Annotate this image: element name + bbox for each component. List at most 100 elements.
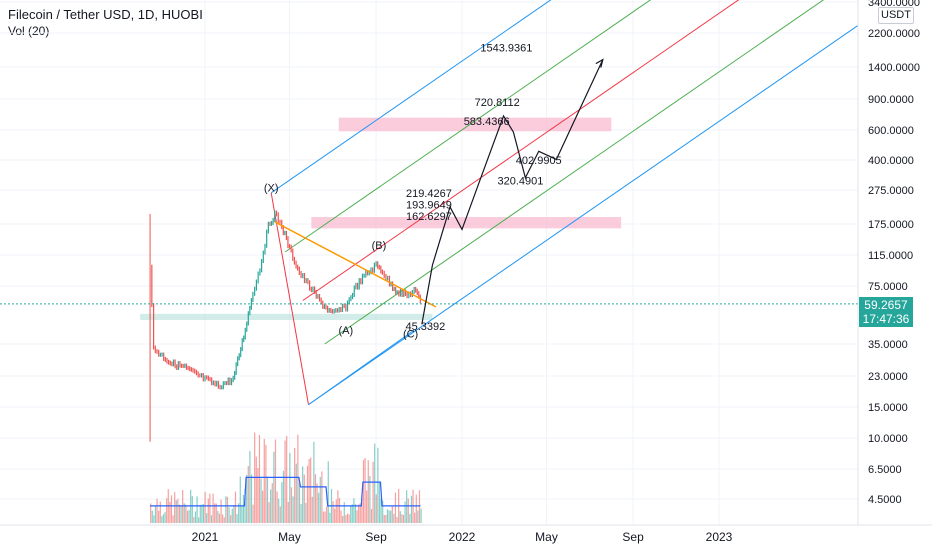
y-tick-label: 23.0000	[868, 371, 908, 383]
volume-bar	[345, 515, 347, 523]
volume-bar	[366, 490, 368, 523]
y-axis[interactable]: 3400.0000 2200.0000 1400.0000 900.0000 600.0…	[857, 0, 920, 525]
volume-bar	[210, 515, 213, 523]
volume-bar	[164, 512, 166, 523]
volume-bar	[228, 507, 230, 523]
volume-bar	[300, 504, 302, 523]
volume-bar	[170, 495, 173, 523]
wave-label: 45.3392	[406, 321, 446, 333]
pitchfork-inner-lower	[324, 0, 825, 345]
volume-bar	[359, 503, 361, 523]
volume-bar	[158, 510, 160, 523]
volume-bar	[390, 510, 392, 523]
y-tick-label: 75.0000	[868, 281, 908, 293]
volume-bar	[377, 447, 379, 523]
y-tick-label: 15.0000	[868, 402, 908, 414]
volume-bar	[276, 491, 278, 523]
volume-bar	[406, 490, 408, 523]
wave-label: 219.4267	[406, 188, 452, 200]
volume-bar	[348, 514, 350, 523]
volume-bar	[159, 501, 161, 523]
wave-label: (C)	[403, 329, 418, 341]
volume-bar	[378, 481, 381, 523]
volume-bar	[258, 434, 261, 523]
wave-label: (X)	[264, 182, 279, 194]
y-tick-label: 400.0000	[868, 155, 914, 167]
volume-bar	[354, 504, 357, 523]
volume-bar	[340, 510, 342, 523]
currency-badge[interactable]: USDT	[878, 7, 914, 24]
volume-bar	[156, 498, 158, 523]
volume-bar	[244, 489, 246, 523]
volume-bar	[343, 502, 345, 523]
y-tick-label: 6.5000	[868, 464, 902, 476]
x-axis[interactable]: 2021 May Sep 2022 May Sep 2023	[0, 524, 932, 544]
volume-bar	[191, 496, 193, 523]
symbol-title[interactable]: Filecoin / Tether USD, 1D, HUOBI	[8, 7, 203, 22]
pitchfork-handle-left	[270, 192, 309, 405]
volume-bar	[318, 492, 320, 523]
wave-label: 720.8112	[475, 97, 520, 109]
volume-bar	[402, 514, 405, 523]
volume-bar	[226, 496, 229, 523]
volume-bar	[358, 504, 360, 523]
volume-bar	[295, 463, 297, 523]
volume-bar	[356, 510, 358, 523]
x-tick-label: 2021	[192, 530, 219, 544]
volume-bar	[153, 515, 155, 523]
volume-bar	[180, 505, 182, 523]
volume-bar	[278, 498, 280, 523]
volume-bar	[290, 487, 293, 523]
volume-bar	[298, 482, 301, 523]
volume-bar	[393, 513, 395, 523]
volume-bar	[242, 494, 245, 523]
volume-bar	[151, 510, 153, 523]
volume-bar	[314, 474, 317, 523]
volume-bar	[212, 493, 214, 523]
zone-rect	[311, 217, 622, 229]
volume-bar	[274, 439, 277, 523]
volume-bar	[308, 459, 310, 523]
volume-bar	[238, 503, 240, 523]
volume-bar	[386, 509, 389, 523]
last-price-value: 59.2657	[864, 298, 908, 312]
volume-bar	[342, 515, 344, 523]
volume-bar	[294, 447, 296, 523]
volume-bar	[265, 444, 267, 523]
volume-indicator-label[interactable]: Vol (20)	[8, 24, 50, 38]
volume-bar	[316, 483, 318, 523]
descending-trendline	[274, 221, 437, 308]
volume-bar	[249, 450, 251, 523]
volume-bar	[319, 476, 321, 523]
volume-bar	[382, 500, 384, 523]
volume-bar	[322, 511, 325, 523]
volume-bar	[178, 504, 181, 523]
volume-bar	[193, 516, 195, 523]
volume-bar	[380, 498, 382, 523]
volume-bar	[231, 508, 233, 523]
volume-bar	[271, 483, 273, 523]
volume-bar	[353, 498, 355, 523]
wave-label: 162.6297	[406, 211, 452, 223]
volume-bar	[335, 499, 337, 523]
volume-bar	[414, 512, 416, 523]
wave-label: 1543.9361	[480, 43, 532, 55]
wave-label: 583.4366	[464, 116, 510, 128]
annotations: (X) (A) (B) (C)45.3392 219.4267193.9649162.6…	[264, 43, 562, 341]
volume-bar	[279, 506, 281, 523]
volume-bar	[409, 513, 411, 523]
y-tick-label: 4.5000	[868, 494, 902, 506]
volume-bar	[225, 496, 227, 523]
volume-bar	[369, 475, 371, 523]
volume-bar	[394, 492, 397, 523]
y-tick-label: 275.0000	[868, 185, 914, 197]
y-tick-label: 35.0000	[868, 339, 908, 351]
volume-bar	[252, 504, 254, 523]
volume-bar	[230, 515, 232, 523]
volume-bar	[407, 498, 409, 523]
volume-bar	[241, 505, 243, 523]
volume-bar	[270, 489, 272, 523]
volume-bar	[289, 453, 291, 523]
volume-bar	[196, 496, 198, 523]
